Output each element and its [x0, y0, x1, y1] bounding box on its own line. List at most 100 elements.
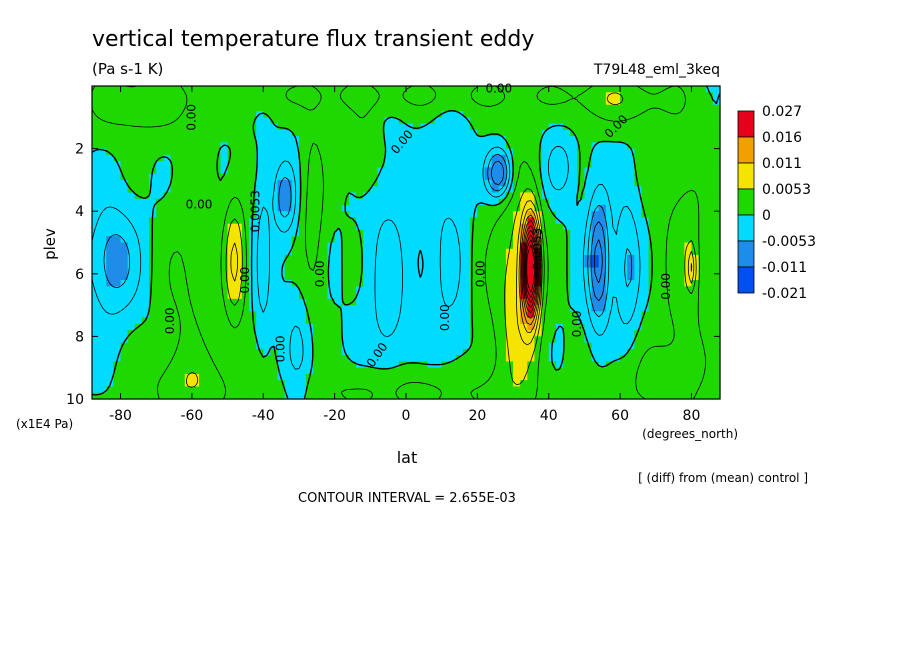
heat-cell	[256, 261, 264, 269]
heat-cell	[241, 173, 250, 181]
heat-cell	[106, 261, 115, 269]
heat-cell	[291, 392, 300, 400]
heat-cell	[206, 330, 214, 337]
heat-cell	[406, 148, 414, 156]
heat-cell	[555, 267, 564, 275]
heat-cell	[306, 104, 314, 112]
heat-cell	[612, 342, 621, 350]
heat-cell	[298, 123, 307, 131]
heat-cell	[377, 355, 386, 363]
heat-cell	[513, 186, 521, 194]
heat-cell	[413, 298, 421, 306]
heat-cell	[241, 336, 250, 344]
heat-cell	[498, 292, 507, 300]
heat-cell	[149, 248, 157, 256]
heat-cell	[627, 98, 635, 106]
heat-cell	[99, 136, 107, 143]
heat-cell	[113, 179, 122, 187]
heat-cell	[612, 111, 621, 118]
heat-cell	[106, 211, 115, 219]
heat-cell	[356, 392, 364, 400]
heat-cell	[149, 323, 157, 331]
heat-cell	[134, 348, 143, 356]
heat-cell	[684, 330, 693, 337]
heat-cell	[191, 305, 200, 312]
heat-cell	[620, 286, 628, 294]
heat-cell	[677, 86, 685, 93]
heat-cell	[598, 355, 607, 363]
heat-cell	[156, 104, 164, 112]
heat-cell	[163, 204, 172, 212]
heat-cell	[455, 336, 464, 344]
heat-cell	[570, 136, 578, 143]
heat-cell	[662, 142, 671, 150]
heat-cell	[220, 204, 229, 212]
heat-cell	[356, 198, 364, 206]
heat-cell	[191, 380, 200, 388]
heat-cell	[363, 192, 371, 200]
heat-cell	[320, 336, 329, 344]
heat-cell	[284, 355, 293, 363]
heat-cell	[427, 92, 436, 100]
heat-cell	[206, 273, 214, 281]
heat-cell	[563, 298, 571, 306]
heat-cell	[555, 204, 564, 212]
heat-cell	[199, 117, 207, 125]
heat-cell	[620, 217, 628, 225]
heat-cell	[263, 217, 272, 225]
heat-cell	[120, 198, 129, 206]
heat-cell	[249, 348, 257, 356]
heat-cell	[584, 117, 593, 125]
heat-cell	[234, 292, 243, 300]
heat-cell	[99, 386, 107, 394]
heat-cell	[334, 392, 343, 400]
heat-cell	[420, 342, 429, 350]
heat-cell	[441, 173, 450, 181]
heat-cell	[712, 348, 721, 356]
heat-cell	[470, 336, 478, 344]
heat-cell	[555, 330, 564, 337]
heat-cell	[691, 255, 700, 262]
heat-cell	[370, 236, 379, 244]
heat-cell	[620, 98, 628, 106]
heat-cell	[427, 380, 436, 388]
heat-cell	[598, 148, 607, 156]
heat-cell	[648, 111, 657, 118]
heat-cell	[206, 280, 214, 287]
heat-cell	[306, 311, 314, 319]
contour-positive	[230, 200, 695, 346]
heat-cell	[377, 323, 386, 331]
heat-cell	[370, 161, 379, 168]
heat-cell	[491, 123, 500, 131]
heat-cell	[277, 192, 286, 200]
heat-cell	[548, 129, 557, 137]
heat-cell	[455, 323, 464, 331]
heat-cell	[513, 161, 521, 168]
heat-cell	[177, 179, 186, 187]
heat-cell	[434, 330, 443, 337]
heat-cell	[377, 86, 386, 93]
heat-cell	[434, 148, 443, 156]
heat-cell	[363, 211, 371, 219]
heat-cell	[555, 242, 564, 250]
heat-cell	[527, 92, 536, 100]
heat-cell	[370, 261, 379, 269]
heat-cell	[470, 111, 478, 118]
heat-cell	[191, 173, 200, 181]
heat-cell	[641, 117, 650, 125]
heat-cell	[455, 361, 464, 369]
heat-cell	[184, 311, 193, 319]
heat-cell	[384, 261, 393, 269]
heat-cell	[327, 211, 336, 219]
heat-cell	[470, 361, 478, 369]
heat-cell	[92, 348, 100, 356]
heat-cell	[491, 211, 500, 219]
heat-cell	[277, 273, 286, 281]
heat-cell	[348, 323, 357, 331]
heat-cell	[199, 229, 207, 237]
heat-cell	[627, 204, 635, 212]
heat-cell	[505, 292, 514, 300]
heat-cell	[698, 236, 707, 244]
heat-cell	[648, 198, 657, 206]
heat-cell	[563, 167, 571, 175]
